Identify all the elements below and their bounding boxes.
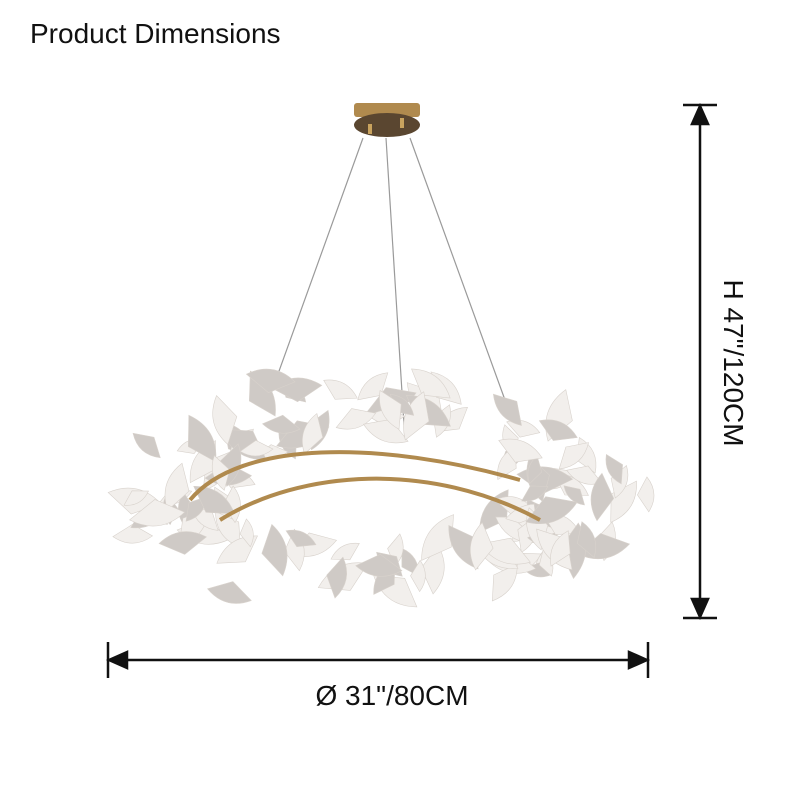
ginkgo-leaf: [239, 440, 274, 457]
ginkgo-leaf: [411, 368, 451, 399]
brass-frame: [188, 450, 541, 522]
ginkgo-leaf: [123, 490, 149, 506]
ginkgo-leaf: [212, 395, 238, 445]
ginkgo-leaf: [222, 485, 241, 524]
ginkgo-leaf: [261, 414, 301, 434]
ginkgo-leaf: [330, 542, 360, 561]
ginkgo-leaf: [410, 559, 426, 593]
page-title: Product Dimensions: [30, 18, 281, 49]
diameter-label-wrap: Ø 31"/80CM: [0, 680, 800, 712]
ginkgo-leaf: [335, 408, 377, 430]
ginkgo-leaf: [261, 523, 288, 577]
ginkgo-leaf: [506, 419, 541, 438]
ceiling-canopy: [354, 103, 420, 137]
ginkgo-leaf: [239, 518, 254, 548]
leaf-cluster: [107, 368, 655, 608]
suspension-wires: [264, 137, 506, 441]
ginkgo-leaf: [563, 485, 585, 506]
height-label: H 47"/120CM: [718, 279, 749, 447]
ginkgo-leaf: [448, 525, 479, 570]
ginkgo-leaf: [525, 496, 578, 525]
ginkgo-leaf: [469, 521, 494, 571]
ginkgo-leaf: [326, 556, 347, 599]
ginkgo-leaf: [112, 524, 154, 544]
ginkgo-leaf: [362, 419, 409, 444]
ginkgo-leaf: [558, 442, 589, 470]
ginkgo-leaf: [421, 514, 454, 561]
height-dimension-line: [683, 102, 717, 621]
diameter-label: Ø 31"/80CM: [315, 680, 469, 711]
ginkgo-leaf: [129, 499, 186, 527]
ginkgo-leaf: [245, 368, 296, 393]
ginkgo-leaf: [550, 530, 571, 567]
ginkgo-leaf: [207, 581, 252, 604]
ginkgo-leaf: [637, 476, 655, 513]
ginkgo-leaf: [211, 454, 231, 491]
ginkgo-leaf: [355, 553, 403, 577]
ginkgo-leaf: [285, 529, 317, 548]
ginkgo-leaf: [158, 531, 207, 555]
ginkgo-leaf: [538, 419, 578, 441]
ginkgo-leaf: [576, 521, 597, 559]
ginkgo-leaf: [379, 389, 402, 430]
ginkgo-leaf: [323, 379, 358, 400]
ginkgo-leaf: [521, 485, 549, 502]
diameter-dimension-line: [105, 642, 651, 678]
ginkgo-leaf: [590, 472, 615, 522]
ginkgo-leaf: [605, 454, 623, 485]
ginkgo-leaf: [493, 393, 522, 426]
ginkgo-leaf: [132, 432, 161, 459]
ginkgo-leaf: [498, 438, 543, 463]
